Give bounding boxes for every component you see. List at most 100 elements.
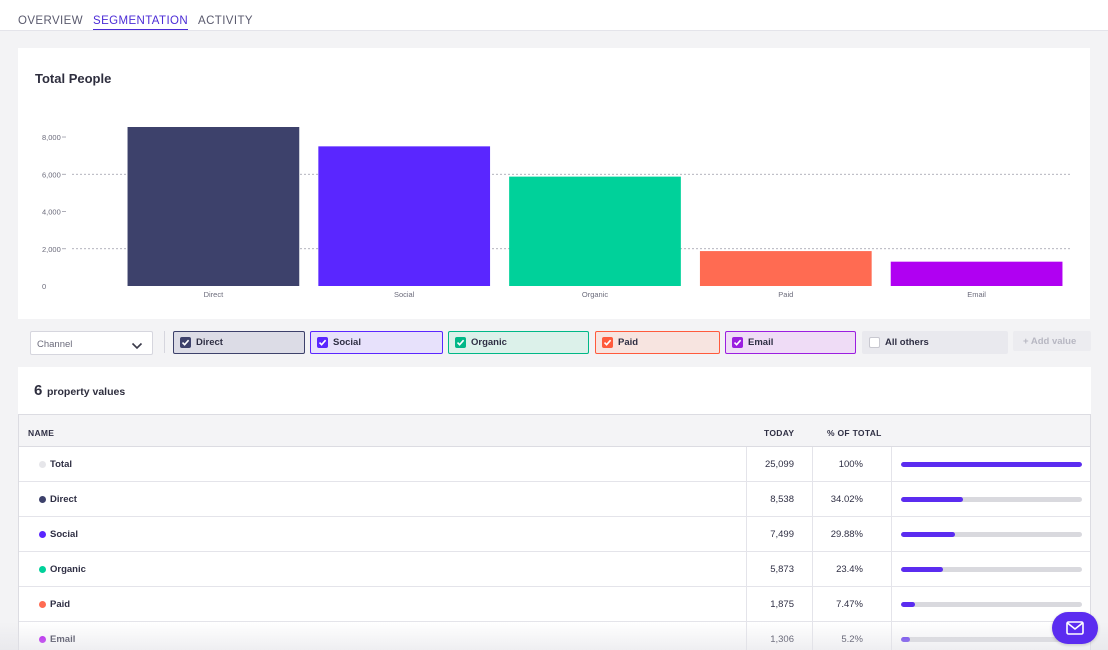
share-bar — [901, 567, 1082, 572]
row-name: Social — [50, 529, 78, 540]
chip-label: Organic — [471, 337, 507, 348]
row-name: Organic — [50, 564, 86, 575]
table-row[interactable]: Total 25,099 100% — [19, 447, 1090, 482]
header-pct[interactable]: % OF TOTAL — [827, 428, 882, 438]
chip-paid[interactable]: Paid — [595, 331, 720, 354]
cell-divider — [891, 517, 892, 552]
table-row[interactable]: Organic 5,873 23.4% — [19, 552, 1090, 587]
channel-select-value: Channel — [37, 339, 73, 350]
table-row[interactable]: Paid 1,875 7.47% — [19, 587, 1090, 622]
series-dot — [39, 461, 46, 468]
y-tick-label: 2,000 — [42, 245, 61, 254]
chip-organic[interactable]: Organic — [448, 331, 589, 354]
cell-divider — [891, 447, 892, 482]
chip-all-others[interactable]: All others — [862, 331, 1008, 354]
series-dot — [39, 636, 46, 643]
bar-direct — [127, 127, 300, 286]
share-bar — [901, 497, 1082, 502]
cell-divider — [746, 517, 747, 552]
header-name[interactable]: NAME — [28, 428, 55, 438]
row-name: Direct — [50, 494, 77, 505]
row-today: 1,306 — [770, 634, 794, 645]
cell-divider — [746, 622, 747, 650]
row-pct: 5.2% — [841, 634, 863, 645]
row-today: 5,873 — [770, 564, 794, 575]
check-icon — [456, 339, 465, 346]
controls-divider — [164, 331, 165, 353]
chip-social[interactable]: Social — [310, 331, 443, 354]
check-icon — [318, 339, 327, 346]
series-dot — [39, 601, 46, 608]
x-tick-label: Social — [394, 290, 415, 299]
cell-divider — [812, 482, 813, 517]
share-bar-fill — [901, 462, 1082, 467]
check-icon — [603, 339, 612, 346]
bar-chart: 0 2,000 4,000 6,000 8,000 Direct Social Organic… — [42, 127, 1072, 299]
share-bar-fill — [901, 497, 963, 502]
bar-paid — [699, 251, 872, 286]
cell-divider — [812, 587, 813, 622]
share-bar-fill — [901, 567, 944, 572]
cell-divider — [812, 622, 813, 650]
chevron-down-icon — [131, 338, 143, 356]
y-tick-label: 6,000 — [42, 170, 61, 179]
series-dot — [39, 531, 46, 538]
check-icon — [181, 339, 190, 346]
cell-divider — [812, 517, 813, 552]
table-row[interactable]: Direct 8,538 34.02% — [19, 482, 1090, 517]
chip-label: All others — [885, 337, 929, 348]
header-today[interactable]: TODAY — [764, 428, 795, 438]
y-tick-label: 4,000 — [42, 208, 61, 217]
checkbox[interactable] — [869, 337, 880, 348]
chip-label: Email — [748, 337, 774, 348]
cell-divider — [891, 482, 892, 517]
cell-divider — [812, 552, 813, 587]
cell-divider — [891, 622, 892, 650]
table-header: NAME TODAY % OF TOTAL — [19, 415, 1090, 447]
property-values-header: 6 property values — [18, 367, 1091, 414]
share-bar-fill — [901, 637, 911, 642]
table-row[interactable]: Email 1,306 5.2% — [19, 622, 1090, 650]
chip-direct[interactable]: Direct — [173, 331, 305, 354]
check-icon — [733, 339, 742, 346]
top-tab-bar: OVERVIEW SEGMENTATION ACTIVITY — [0, 0, 1108, 31]
checkbox[interactable] — [455, 337, 466, 348]
checkbox[interactable] — [317, 337, 328, 348]
mail-icon — [1066, 621, 1084, 635]
cell-divider — [746, 587, 747, 622]
checkbox[interactable] — [732, 337, 743, 348]
checkbox[interactable] — [602, 337, 613, 348]
chip-label: Paid — [618, 337, 639, 348]
y-tick-label: 8,000 — [42, 133, 61, 142]
add-value-button[interactable]: + Add value — [1013, 331, 1091, 351]
y-tick-label: 0 — [42, 282, 46, 291]
chart-title: Total People — [35, 71, 112, 86]
share-bar — [901, 602, 1082, 607]
bar-organic — [509, 176, 681, 286]
row-today: 25,099 — [764, 459, 794, 470]
x-tick-label: Email — [967, 290, 986, 299]
cell-divider — [891, 552, 892, 587]
chip-label: Direct — [196, 337, 223, 348]
cell-divider — [746, 482, 747, 517]
add-value-label: Add value — [1030, 336, 1077, 347]
tab-overview[interactable]: OVERVIEW — [18, 15, 83, 27]
row-name: Total — [50, 459, 72, 470]
chart-card: Total People 0 2,000 4,000 6,000 8,000 Direct… — [18, 48, 1090, 319]
table-row[interactable]: Social 7,499 29.88% — [19, 517, 1090, 552]
tab-segmentation[interactable]: SEGMENTATION — [93, 15, 189, 30]
series-dot — [39, 566, 46, 573]
plus-icon: + — [1023, 336, 1029, 347]
row-pct: 7.47% — [836, 599, 863, 610]
tab-activity[interactable]: ACTIVITY — [198, 15, 253, 27]
checkbox[interactable] — [180, 337, 191, 348]
row-today: 7,499 — [770, 529, 794, 540]
row-today: 1,875 — [770, 599, 794, 610]
chip-email[interactable]: Email — [725, 331, 856, 354]
channel-select[interactable]: Channel — [30, 331, 153, 355]
mail-button[interactable] — [1052, 612, 1098, 644]
row-pct: 100% — [838, 459, 863, 470]
bar-email — [890, 261, 1063, 286]
x-tick-label: Direct — [204, 290, 225, 299]
x-tick-label: Paid — [778, 290, 793, 299]
